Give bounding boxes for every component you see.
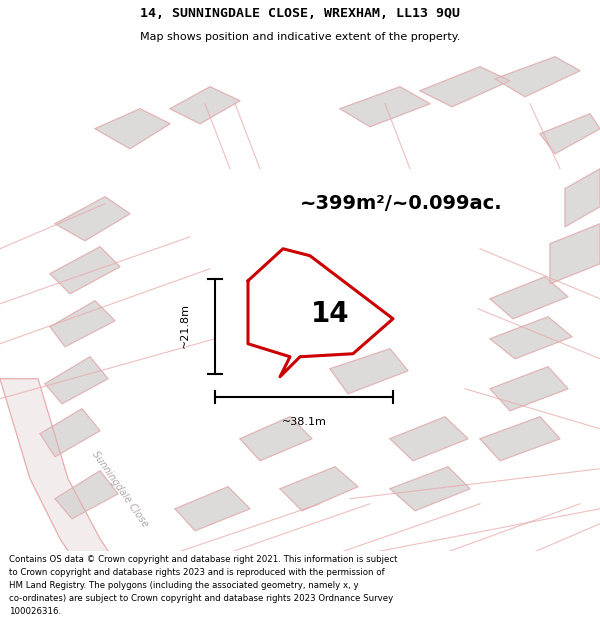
Polygon shape: [490, 367, 568, 411]
Polygon shape: [175, 487, 250, 531]
Polygon shape: [240, 417, 312, 461]
Text: ~38.1m: ~38.1m: [281, 417, 326, 427]
Polygon shape: [480, 417, 560, 461]
Text: 14: 14: [311, 300, 349, 328]
Polygon shape: [170, 87, 240, 124]
Text: Contains OS data © Crown copyright and database right 2021. This information is : Contains OS data © Crown copyright and d…: [9, 555, 398, 564]
Polygon shape: [390, 467, 470, 511]
Text: ~399m²/~0.099ac.: ~399m²/~0.099ac.: [300, 194, 503, 213]
Polygon shape: [50, 247, 120, 294]
Polygon shape: [0, 379, 130, 584]
Text: ~21.8m: ~21.8m: [180, 303, 190, 348]
Text: co-ordinates) are subject to Crown copyright and database rights 2023 Ordnance S: co-ordinates) are subject to Crown copyr…: [9, 594, 393, 602]
Polygon shape: [490, 277, 568, 319]
Text: to Crown copyright and database rights 2023 and is reproduced with the permissio: to Crown copyright and database rights 2…: [9, 568, 385, 577]
Polygon shape: [55, 471, 118, 519]
Text: 100026316.: 100026316.: [9, 606, 61, 616]
Polygon shape: [490, 317, 572, 359]
Polygon shape: [390, 417, 468, 461]
Polygon shape: [50, 301, 115, 347]
Polygon shape: [95, 109, 170, 149]
Polygon shape: [330, 349, 408, 394]
Polygon shape: [340, 87, 430, 127]
Polygon shape: [45, 357, 108, 404]
Polygon shape: [495, 57, 580, 97]
Polygon shape: [550, 224, 600, 284]
Polygon shape: [40, 409, 100, 457]
Polygon shape: [280, 467, 358, 511]
Text: 14, SUNNINGDALE CLOSE, WREXHAM, LL13 9QU: 14, SUNNINGDALE CLOSE, WREXHAM, LL13 9QU: [140, 7, 460, 19]
Text: HM Land Registry. The polygons (including the associated geometry, namely x, y: HM Land Registry. The polygons (includin…: [9, 581, 359, 590]
Polygon shape: [565, 169, 600, 227]
Polygon shape: [248, 249, 393, 377]
Polygon shape: [55, 197, 130, 241]
Polygon shape: [540, 114, 600, 154]
Text: Map shows position and indicative extent of the property.: Map shows position and indicative extent…: [140, 31, 460, 41]
Polygon shape: [420, 67, 510, 107]
Text: Sunningdale Close: Sunningdale Close: [90, 449, 150, 529]
